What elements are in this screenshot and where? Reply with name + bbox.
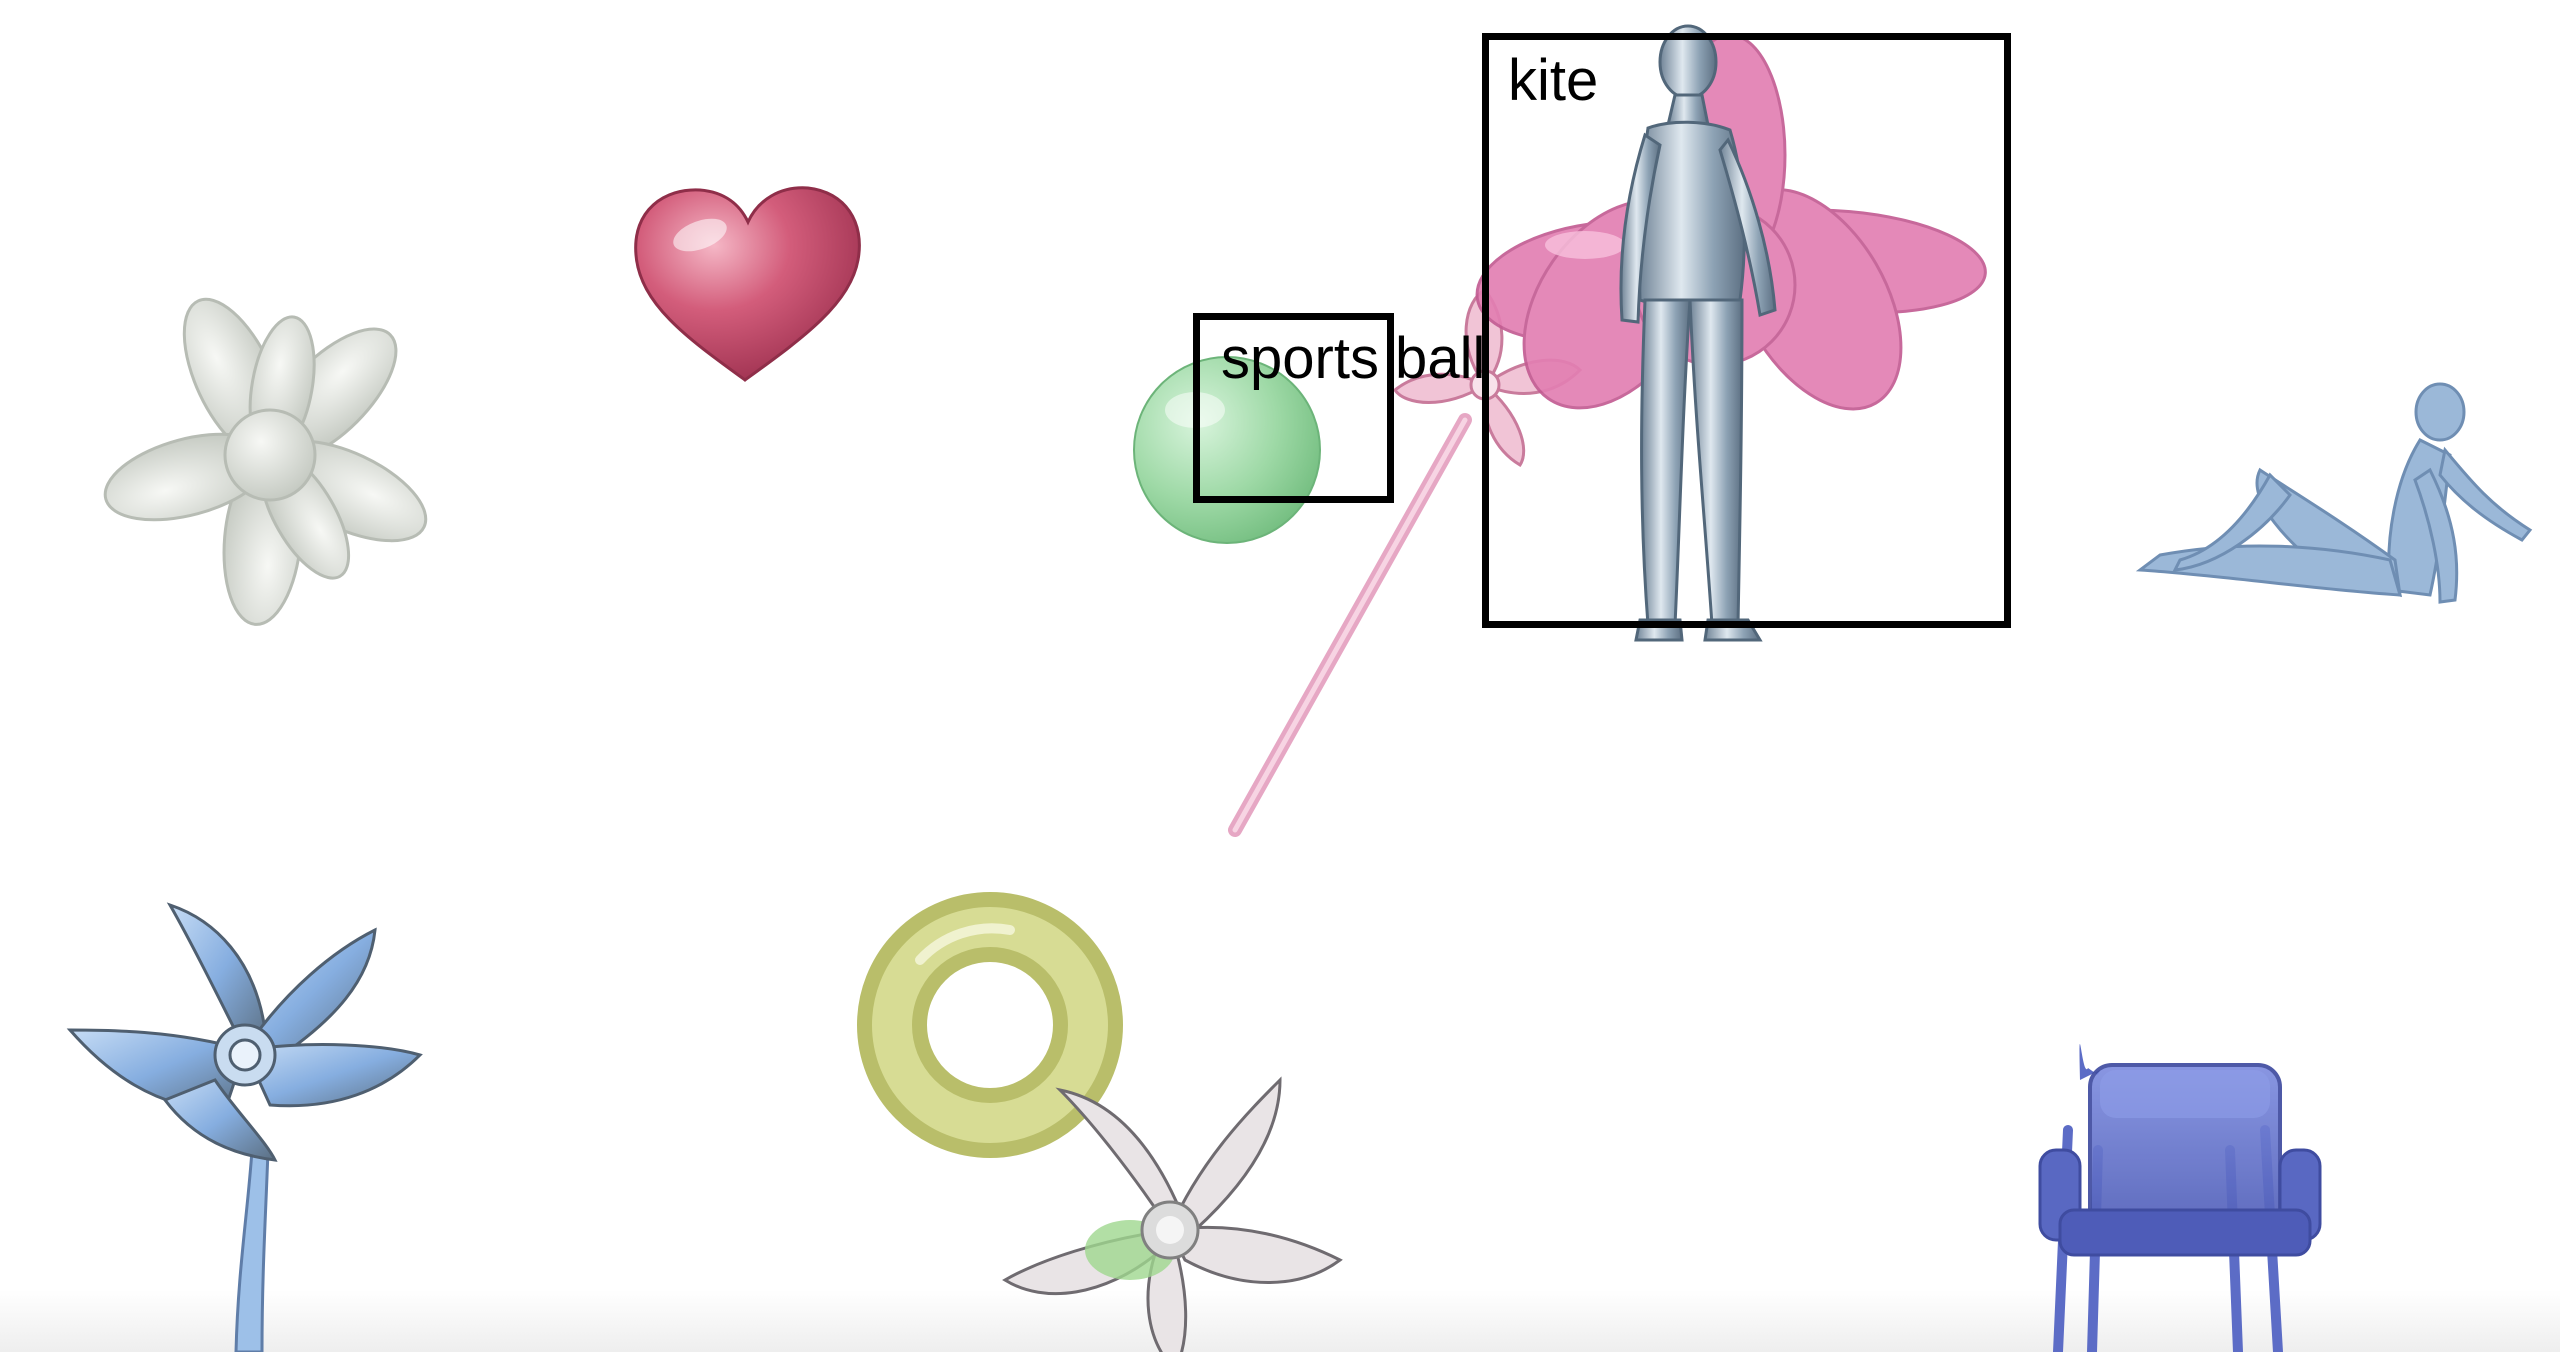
kite-label: kite <box>1508 48 1599 113</box>
blue-flower <box>66 902 423 1354</box>
bounding-box-sports-ball <box>1193 313 1394 503</box>
floor-shadow <box>0 1290 2560 1352</box>
sports-ball-label: sports ball <box>1221 326 1486 391</box>
reclining-figure <box>2135 382 2533 604</box>
silver-figure <box>1619 24 1777 642</box>
white-star-flower <box>1002 1076 1343 1357</box>
yellow-ring <box>857 892 1123 1158</box>
heart <box>634 186 861 382</box>
blue-chair <box>2038 1043 2322 1357</box>
bounding-box-kite <box>1482 33 2011 628</box>
star-flower-white <box>103 297 428 626</box>
